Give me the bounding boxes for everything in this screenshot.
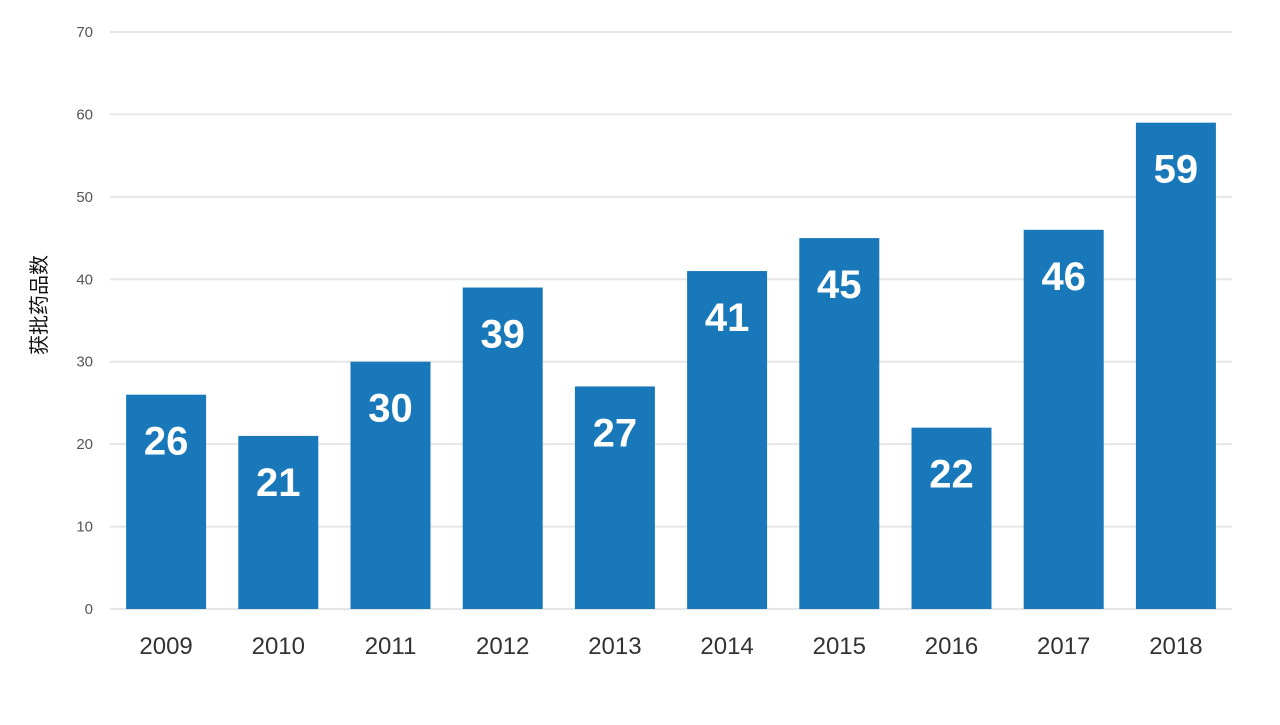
y-tick-label: 10 [76, 519, 93, 536]
y-tick-label: 20 [76, 436, 93, 453]
bar-2015 [799, 238, 880, 610]
data-labels: 26 21 30 39 27 41 45 22 46 59 [144, 148, 1198, 505]
x-tick-label-2017: 2017 [1037, 633, 1090, 660]
bar-2018 [1135, 122, 1216, 610]
x-tick-label-2009: 2009 [139, 633, 192, 660]
bar-2016 [911, 427, 992, 609]
y-tick-label: 70 [76, 24, 93, 41]
bar-2009 [126, 394, 207, 609]
x-tick-label-2012: 2012 [476, 633, 529, 660]
data-label-2018: 59 [1154, 148, 1199, 192]
data-label-2013: 27 [593, 411, 638, 455]
x-tick-label-2018: 2018 [1149, 633, 1202, 660]
x-tick-label-2013: 2013 [588, 633, 641, 660]
x-tick-label-2014: 2014 [700, 633, 753, 660]
x-tick-label-2011: 2011 [365, 633, 417, 660]
x-tick-label-2010: 2010 [252, 633, 305, 660]
data-label-2009: 26 [144, 420, 189, 464]
bar-2013 [574, 386, 655, 609]
bar-2014 [687, 271, 768, 609]
bar-2012 [462, 287, 543, 609]
bar-2011 [350, 361, 431, 609]
data-label-2014: 41 [705, 296, 750, 340]
bar-2017 [1023, 229, 1104, 610]
y-tick-label: 50 [76, 189, 93, 206]
bars [126, 122, 1216, 610]
data-label-2011: 30 [368, 387, 413, 431]
y-tick-label: 30 [76, 354, 93, 371]
x-tick-label-2015: 2015 [813, 633, 866, 660]
data-label-2017: 46 [1041, 255, 1086, 299]
data-label-2016: 22 [929, 453, 974, 497]
x-axis-ticks: 2009 2010 2011 2012 2013 2014 2015 2016 2017 2018 [139, 633, 1202, 660]
data-label-2012: 39 [480, 313, 525, 357]
y-tick-label: 60 [76, 106, 93, 123]
data-label-2015: 45 [817, 263, 862, 307]
data-label-2010: 21 [256, 461, 301, 505]
y-axis-ticks: 0 10 20 30 40 50 60 70 [76, 24, 93, 618]
bar-2010 [238, 435, 319, 609]
y-tick-label: 0 [85, 601, 93, 618]
y-axis-title: 获批药品数 [28, 255, 51, 355]
y-tick-label: 40 [76, 271, 93, 288]
x-tick-label-2016: 2016 [925, 633, 978, 660]
